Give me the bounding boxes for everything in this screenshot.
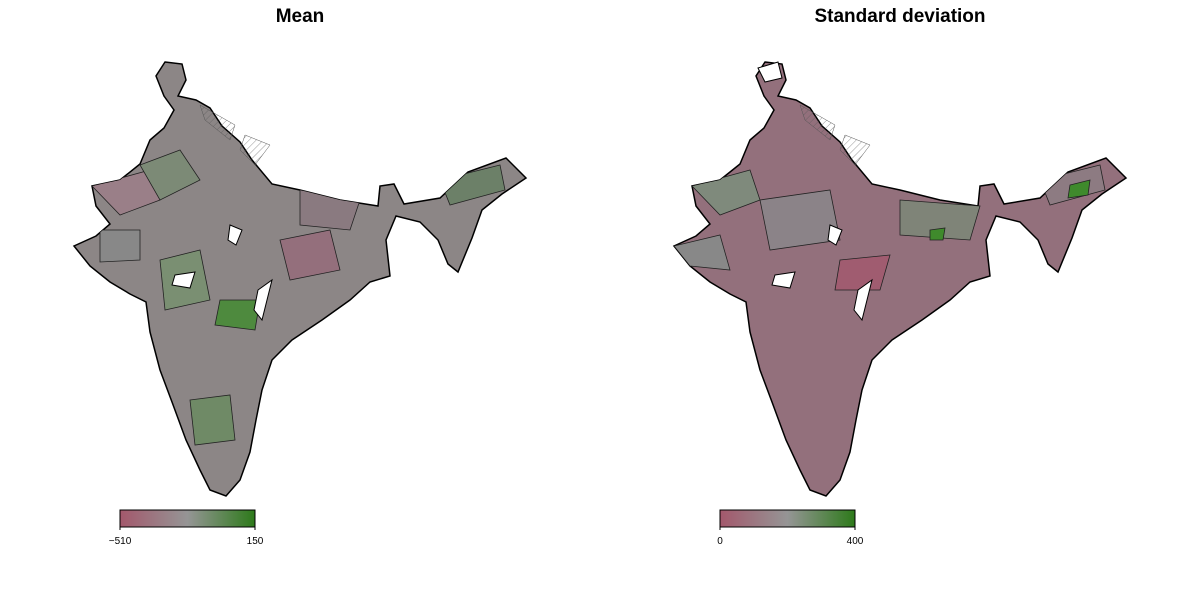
colorbar: −510 150 — [109, 509, 264, 547]
map-panel: Standard deviation 0 400 — [673, 6, 1127, 547]
colorbar-tick-label: 150 — [247, 536, 264, 547]
map-title: Standard deviation — [814, 6, 985, 27]
india-map — [73, 61, 527, 497]
colorbar-tick-label: 0 — [717, 536, 723, 547]
map-panel: Mean −510 150 — [73, 6, 527, 547]
colorbar-tick-label: 400 — [847, 536, 864, 547]
colorbar-scale — [119, 509, 256, 528]
map-title: Mean — [276, 6, 325, 27]
colorbar: 0 400 — [717, 509, 864, 547]
india-map — [673, 61, 1127, 497]
colorbar-scale — [719, 509, 856, 528]
colorbar-tick-label: −510 — [109, 536, 132, 547]
